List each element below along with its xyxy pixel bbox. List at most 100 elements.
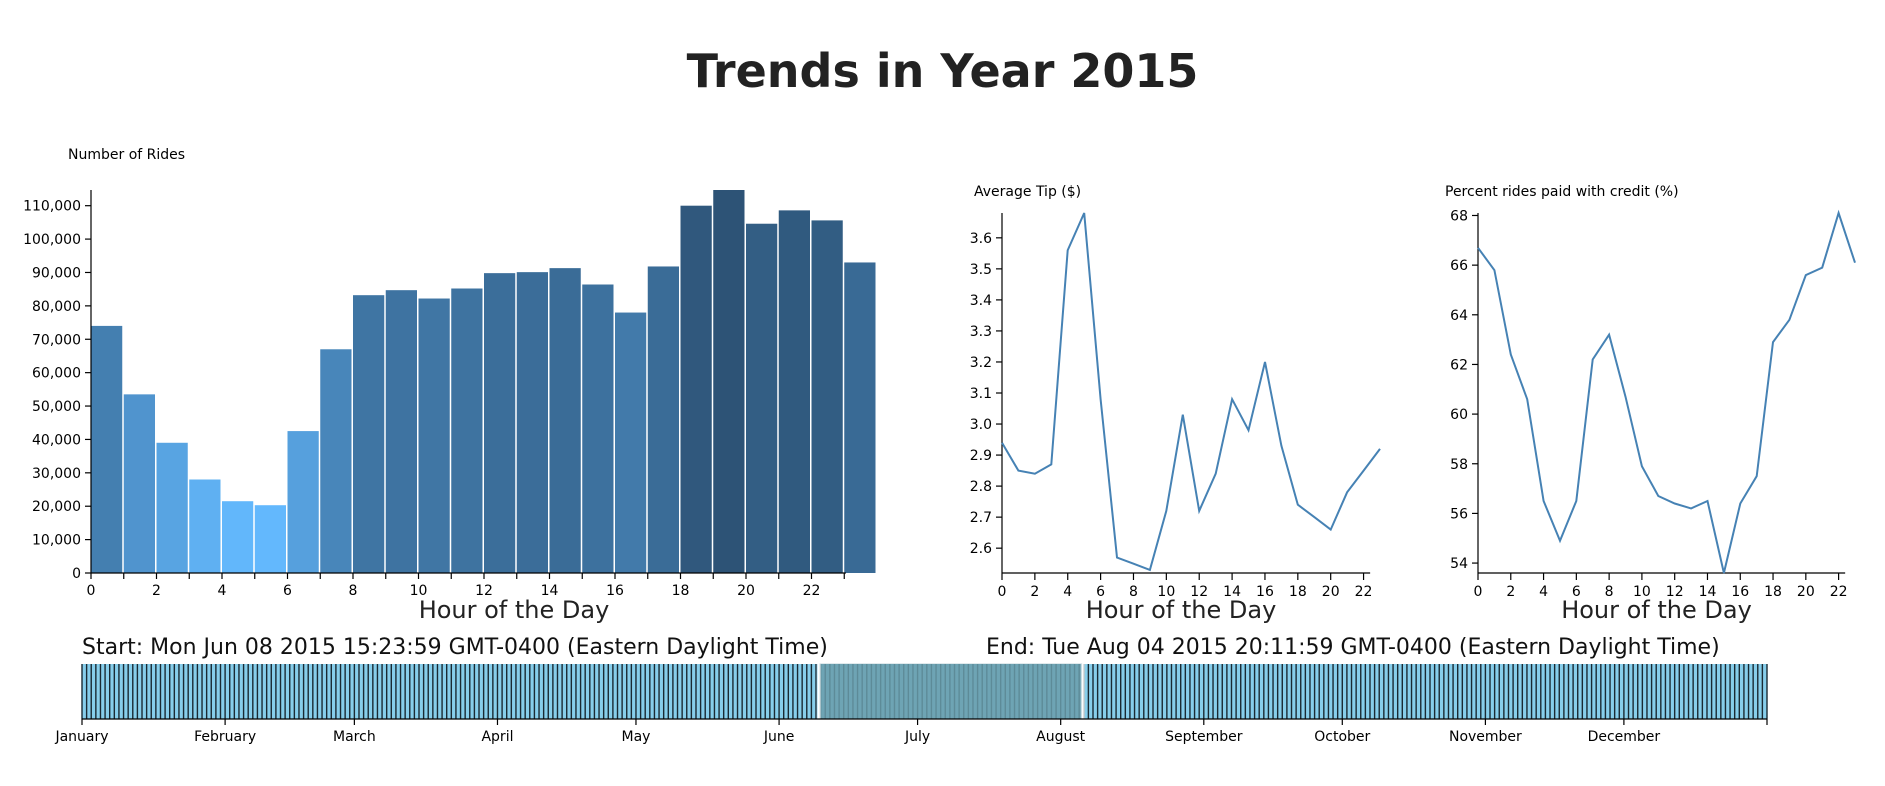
y-tick-label: 100,000 bbox=[23, 232, 81, 248]
x-tick-label: 18 bbox=[1289, 584, 1307, 600]
bar bbox=[484, 273, 516, 573]
y-tick-label: 110,000 bbox=[23, 199, 81, 215]
x-tick-label: 20 bbox=[1322, 584, 1340, 600]
bar bbox=[222, 501, 254, 573]
brush-start-label: Start: Mon Jun 08 2015 15:23:59 GMT-0400… bbox=[82, 635, 828, 660]
x-tick-label: 16 bbox=[1256, 584, 1274, 600]
y-tick-label: 80,000 bbox=[32, 299, 81, 315]
x-tick-label: 0 bbox=[998, 584, 1007, 600]
x-tick-label: 6 bbox=[1096, 584, 1105, 600]
x-axis-title: Hour of the Day bbox=[419, 596, 610, 624]
x-tick-label: 8 bbox=[349, 583, 358, 599]
bar bbox=[287, 431, 319, 573]
x-tick-label: 14 bbox=[1699, 584, 1717, 600]
y-tick-label: 90,000 bbox=[32, 265, 81, 281]
bar bbox=[647, 266, 679, 573]
month-label: March bbox=[333, 729, 376, 745]
month-label: January bbox=[54, 729, 108, 745]
bar-chart-group: 0 10,000 20,000 30,000 40,000 50,000 60,000 70,… bbox=[23, 147, 876, 624]
bar bbox=[320, 349, 352, 573]
y-tick-label: 58 bbox=[1450, 457, 1468, 473]
bar bbox=[549, 268, 581, 573]
series-line bbox=[1001, 212, 1381, 572]
x-tick-label: 18 bbox=[1764, 584, 1782, 600]
x-tick-label: 8 bbox=[1605, 584, 1614, 600]
x-tick-label: 4 bbox=[1539, 584, 1548, 600]
month-label: February bbox=[194, 729, 256, 745]
y-tick-label: 66 bbox=[1450, 258, 1468, 274]
x-tick-label: 16 bbox=[606, 583, 624, 599]
y-tick-label: 40,000 bbox=[32, 432, 81, 448]
bar bbox=[451, 288, 483, 573]
month-label: June bbox=[763, 729, 795, 745]
series-line bbox=[1477, 209, 1856, 574]
bar bbox=[811, 220, 843, 573]
bar bbox=[516, 272, 548, 573]
x-tick-label: 0 bbox=[1474, 584, 1483, 600]
x-tick-label: 14 bbox=[1223, 584, 1241, 600]
y-tick-label: 60 bbox=[1450, 407, 1468, 423]
y-tick-label: 30,000 bbox=[32, 466, 81, 482]
bar bbox=[778, 210, 810, 574]
x-axis-title: Hour of the Day bbox=[1086, 596, 1277, 624]
bar bbox=[385, 290, 417, 573]
x-tick-label: 22 bbox=[1830, 584, 1848, 600]
y-tick-label: 56 bbox=[1450, 506, 1468, 522]
x-tick-label: 10 bbox=[1633, 584, 1651, 600]
bar bbox=[713, 190, 745, 573]
y-tick-label: 2.9 bbox=[970, 448, 992, 464]
bar bbox=[123, 394, 155, 573]
x-tick-label: 20 bbox=[1797, 584, 1815, 600]
x-tick-label: 6 bbox=[283, 583, 292, 599]
y-axis-title: Average Tip ($) bbox=[974, 184, 1081, 200]
y-tick-label: 70,000 bbox=[32, 332, 81, 348]
x-tick-label: 10 bbox=[1157, 584, 1175, 600]
page-title: Trends in Year 2015 bbox=[686, 44, 1199, 98]
x-tick-label: 14 bbox=[541, 583, 559, 599]
y-tick-label: 2.6 bbox=[970, 541, 992, 557]
y-tick-label: 68 bbox=[1450, 208, 1468, 224]
brush-handle-start[interactable] bbox=[816, 664, 821, 719]
x-tick-label: 12 bbox=[1666, 584, 1684, 600]
y-tick-label: 50,000 bbox=[32, 399, 81, 415]
month-label: August bbox=[1036, 729, 1086, 745]
y-tick-label: 0 bbox=[72, 566, 81, 582]
bar bbox=[91, 325, 123, 573]
x-tick-label: 12 bbox=[475, 583, 493, 599]
bar bbox=[680, 205, 712, 574]
x-tick-label: 22 bbox=[1355, 584, 1373, 600]
x-tick-label: 10 bbox=[410, 583, 428, 599]
y-tick-label: 20,000 bbox=[32, 499, 81, 515]
bar bbox=[746, 223, 778, 573]
x-tick-label: 16 bbox=[1731, 584, 1749, 600]
y-tick-label: 62 bbox=[1450, 357, 1468, 373]
month-label: May bbox=[621, 729, 650, 745]
y-tick-label: 64 bbox=[1450, 308, 1468, 324]
y-tick-label: 3.6 bbox=[970, 231, 992, 247]
x-tick-label: 8 bbox=[1129, 584, 1138, 600]
month-label: November bbox=[1449, 729, 1522, 745]
month-label: July bbox=[904, 729, 930, 745]
brush-selection[interactable] bbox=[818, 662, 1084, 721]
bar bbox=[582, 284, 614, 573]
month-label: October bbox=[1314, 729, 1370, 745]
month-label: September bbox=[1165, 729, 1243, 745]
y-tick-label: 3.3 bbox=[970, 324, 992, 340]
x-tick-label: 2 bbox=[1030, 584, 1039, 600]
bar bbox=[615, 312, 647, 573]
x-tick-label: 2 bbox=[152, 583, 161, 599]
y-tick-label: 3.2 bbox=[970, 355, 992, 371]
x-tick-label: 18 bbox=[672, 583, 690, 599]
bar bbox=[844, 262, 876, 573]
y-tick-label: 3.4 bbox=[970, 293, 992, 309]
bar bbox=[418, 298, 450, 573]
y-tick-label: 2.7 bbox=[970, 510, 992, 526]
x-tick-label: 4 bbox=[1063, 584, 1072, 600]
brush-handle-end[interactable] bbox=[1080, 664, 1085, 719]
bar bbox=[156, 442, 188, 573]
y-axis-title: Percent rides paid with credit (%) bbox=[1445, 184, 1679, 200]
x-tick-label: 22 bbox=[803, 583, 821, 599]
x-tick-label: 0 bbox=[87, 583, 96, 599]
